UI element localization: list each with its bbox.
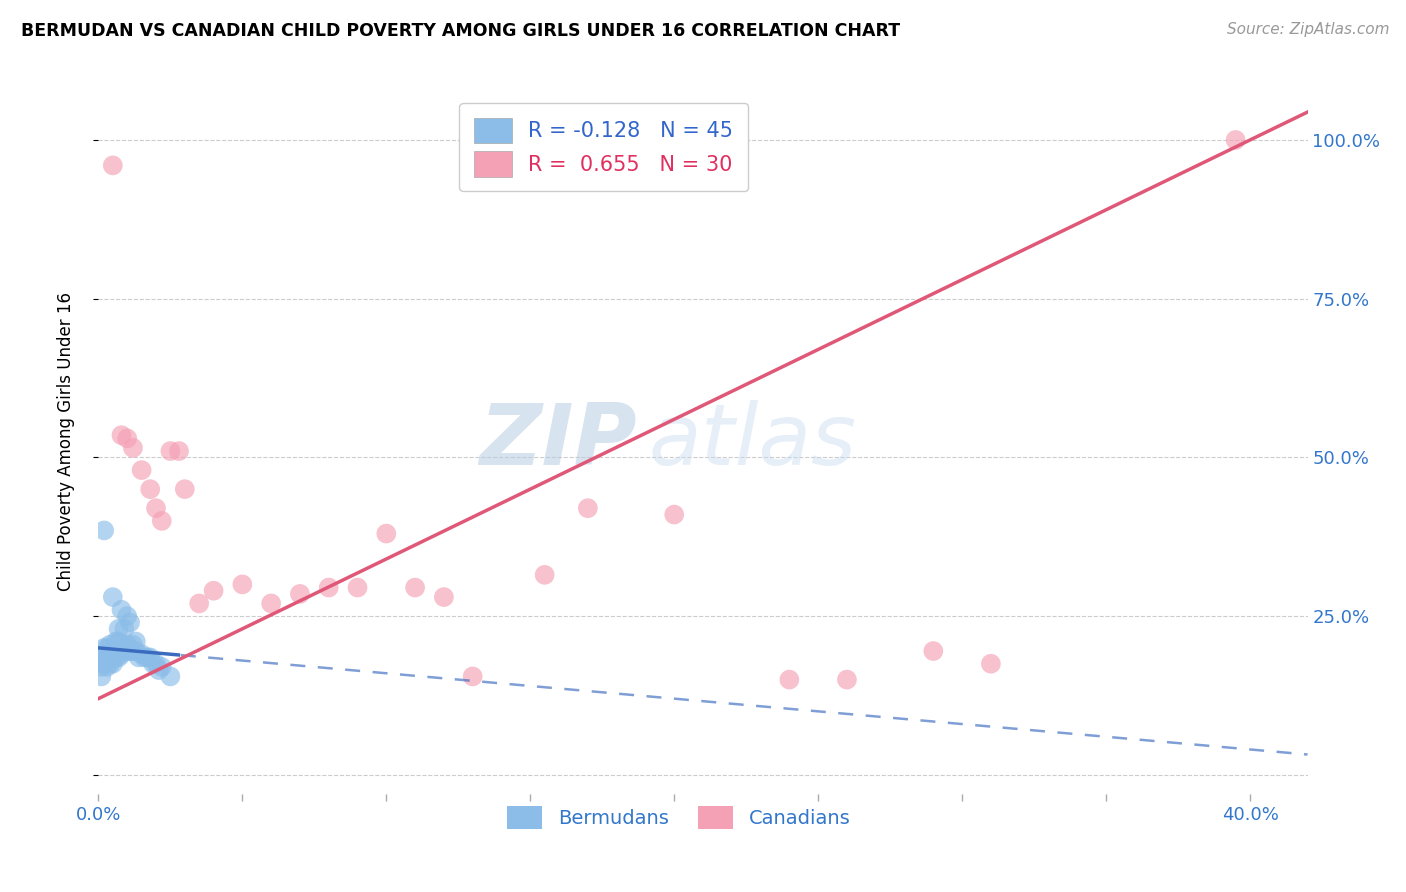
Point — [122, 644, 145, 658]
Point — [101, 657, 124, 671]
Point — [110, 603, 132, 617]
Point — [131, 463, 153, 477]
Point — [115, 638, 138, 652]
Point — [1225, 133, 1247, 147]
Point — [101, 644, 124, 658]
Point — [101, 158, 124, 172]
Point — [202, 583, 225, 598]
Point — [110, 647, 132, 661]
Point — [96, 650, 118, 665]
Point — [112, 622, 135, 636]
Text: atlas: atlas — [648, 400, 856, 483]
Point — [104, 650, 127, 665]
Point — [98, 638, 121, 652]
Point — [260, 596, 283, 610]
Point — [922, 644, 945, 658]
Point — [128, 650, 150, 665]
Point — [104, 644, 127, 658]
Text: ZIP: ZIP — [479, 400, 637, 483]
Point — [375, 526, 398, 541]
Legend: Bermudans, Canadians: Bermudans, Canadians — [499, 797, 858, 837]
Point — [122, 441, 145, 455]
Point — [96, 660, 118, 674]
Point — [115, 644, 138, 658]
Point — [576, 501, 599, 516]
Point — [120, 644, 142, 658]
Point — [145, 657, 167, 671]
Point — [90, 669, 112, 683]
Point — [778, 673, 800, 687]
Point — [148, 663, 170, 677]
Point — [139, 650, 162, 665]
Point — [188, 596, 211, 610]
Point — [122, 638, 145, 652]
Point — [112, 640, 135, 655]
Point — [104, 634, 127, 648]
Point — [96, 654, 118, 668]
Point — [139, 482, 162, 496]
Point — [120, 615, 142, 630]
Point — [150, 514, 173, 528]
Point — [664, 508, 686, 522]
Point — [125, 634, 148, 648]
Point — [96, 640, 118, 655]
Point — [346, 581, 368, 595]
Point — [115, 431, 138, 445]
Text: Source: ZipAtlas.com: Source: ZipAtlas.com — [1226, 22, 1389, 37]
Point — [125, 644, 148, 658]
Point — [93, 657, 115, 671]
Point — [115, 609, 138, 624]
Point — [150, 660, 173, 674]
Point — [231, 577, 253, 591]
Y-axis label: Child Poverty Among Girls Under 16: Child Poverty Among Girls Under 16 — [56, 292, 75, 591]
Point — [167, 444, 190, 458]
Point — [101, 590, 124, 604]
Point — [90, 660, 112, 674]
Text: BERMUDAN VS CANADIAN CHILD POVERTY AMONG GIRLS UNDER 16 CORRELATION CHART: BERMUDAN VS CANADIAN CHILD POVERTY AMONG… — [21, 22, 900, 40]
Point — [533, 567, 555, 582]
Point — [98, 647, 121, 661]
Point — [980, 657, 1002, 671]
Point — [288, 587, 311, 601]
Point — [107, 622, 129, 636]
Point — [110, 428, 132, 442]
Point — [107, 634, 129, 648]
Point — [93, 650, 115, 665]
Point — [159, 669, 181, 683]
Point — [98, 657, 121, 671]
Point — [142, 657, 165, 671]
Point — [159, 444, 181, 458]
Point — [835, 673, 858, 687]
Point — [145, 501, 167, 516]
Point — [318, 581, 340, 595]
Point — [461, 669, 484, 683]
Point — [93, 524, 115, 538]
Point — [134, 650, 156, 665]
Point — [93, 640, 115, 655]
Point — [173, 482, 195, 496]
Point — [136, 650, 159, 665]
Point — [433, 590, 456, 604]
Point — [404, 581, 426, 595]
Point — [107, 650, 129, 665]
Point — [131, 647, 153, 661]
